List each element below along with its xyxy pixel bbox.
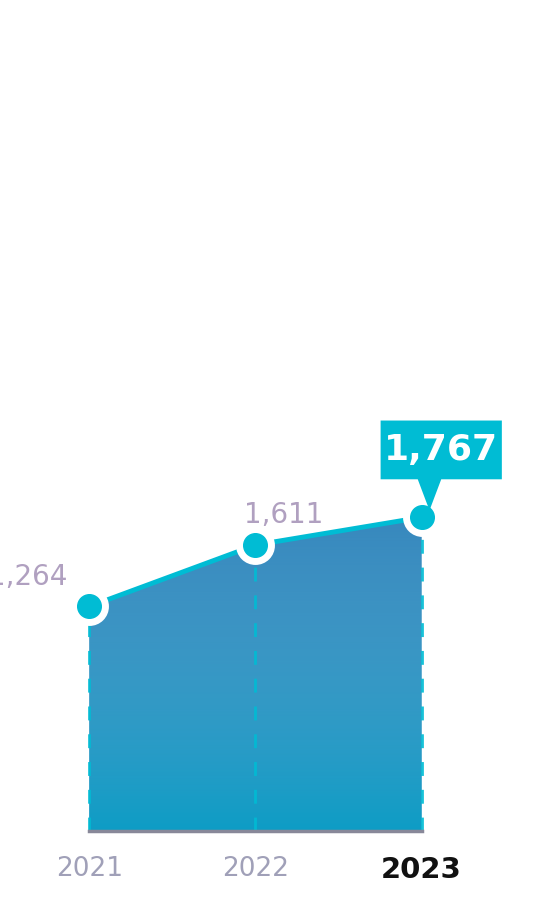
Text: 1,264: 1,264 xyxy=(0,563,68,591)
Polygon shape xyxy=(89,517,422,831)
Text: 2021: 2021 xyxy=(56,856,123,883)
Text: 1,767: 1,767 xyxy=(384,433,498,467)
Text: 2022: 2022 xyxy=(222,856,289,883)
Text: 2023: 2023 xyxy=(381,856,462,885)
Polygon shape xyxy=(381,421,502,510)
Text: 1,611: 1,611 xyxy=(244,501,323,529)
